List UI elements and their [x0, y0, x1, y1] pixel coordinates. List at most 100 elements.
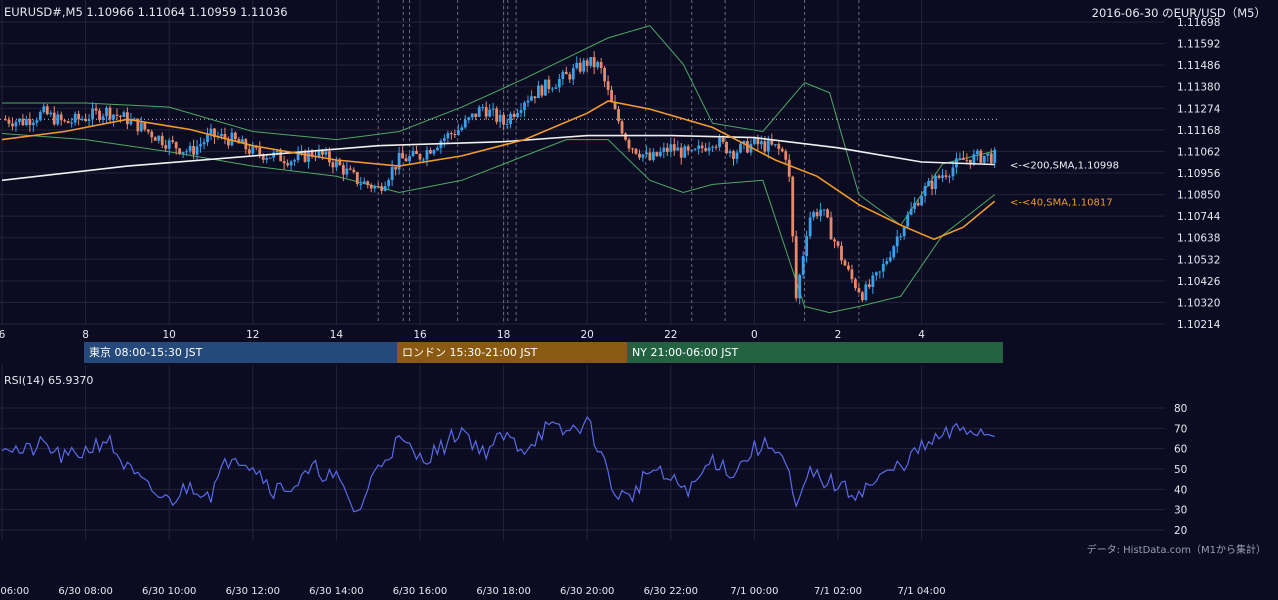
candle-body	[21, 118, 25, 126]
candle-body	[812, 212, 816, 218]
bollinger-lower-band	[1, 133, 996, 314]
rsi-title: RSI(14) 65.9370	[4, 374, 94, 387]
candle-body	[101, 116, 105, 120]
candle-body	[596, 61, 600, 68]
price-y-tick-label: 1.11062	[1177, 146, 1220, 158]
candle-body	[460, 127, 464, 131]
candle-body	[948, 176, 951, 178]
candle-body	[481, 107, 485, 109]
candle-body	[867, 284, 871, 288]
candle-body	[446, 133, 450, 139]
price-x-tick-label: 0	[751, 329, 758, 341]
candle-body	[303, 150, 307, 162]
candle-body	[669, 144, 673, 152]
candle-body	[491, 108, 495, 110]
candle-body	[63, 120, 67, 122]
candle-body	[70, 122, 74, 124]
candle-body	[627, 139, 631, 149]
candle-body	[279, 150, 283, 162]
candle-body	[408, 156, 411, 162]
candle-body	[143, 122, 147, 130]
candle-body	[352, 169, 356, 173]
candle-body	[700, 145, 704, 149]
sma40-label: <-<40,SMA,1.10817	[1010, 197, 1113, 208]
candle-body	[989, 153, 993, 163]
candle-body	[728, 151, 732, 154]
candle-body	[530, 96, 533, 101]
candle-body	[854, 279, 857, 289]
candle-body	[331, 162, 335, 168]
candle-body	[617, 109, 620, 122]
candle-body	[474, 113, 478, 117]
candle-body	[958, 157, 962, 159]
candle-body	[519, 110, 523, 113]
sma40-line	[1, 100, 996, 241]
candle-body	[14, 121, 18, 127]
candle-body	[672, 144, 676, 151]
candle-body	[477, 107, 481, 117]
candle-body	[415, 150, 418, 154]
candle-body	[425, 150, 429, 160]
candle-body	[648, 152, 652, 160]
chart-symbol-header: EURUSD#,M5 1.10966 1.11064 1.10959 1.110…	[4, 5, 288, 19]
candle-body	[676, 147, 680, 151]
candle-body	[509, 113, 512, 124]
candle-body	[157, 135, 161, 141]
candle-body	[150, 131, 154, 138]
date-axis-label: 6/30 16:00	[393, 586, 447, 597]
candle-body	[909, 208, 913, 215]
candle-body	[749, 143, 753, 153]
candle-body	[864, 284, 868, 301]
candle-body	[934, 175, 937, 190]
candle-body	[35, 120, 39, 123]
candle-body	[324, 151, 328, 155]
candle-body	[251, 146, 255, 154]
candle-body	[777, 144, 781, 149]
candle-body	[335, 160, 338, 168]
candle-body	[902, 226, 906, 237]
candle-body	[693, 148, 697, 150]
candle-body	[28, 119, 32, 126]
candle-body	[199, 144, 202, 147]
candle-body	[550, 88, 554, 90]
candle-body	[683, 146, 687, 158]
candle-body	[561, 71, 565, 80]
candle-body	[599, 61, 603, 68]
candle-body	[878, 271, 882, 273]
candle-body	[422, 159, 425, 161]
date-axis-label: 7/1 04:00	[898, 586, 946, 597]
price-y-tick-label: 1.11486	[1177, 60, 1221, 72]
candle-body	[139, 122, 143, 132]
candle-body	[732, 151, 735, 159]
candle-body	[87, 119, 91, 121]
candle-body	[962, 157, 965, 160]
price-y-tick-label: 1.10320	[1177, 297, 1220, 309]
price-y-tick-label: 1.11380	[1177, 82, 1220, 94]
price-y-tick-label: 1.11168	[1177, 125, 1220, 137]
candle-body	[105, 107, 108, 117]
candle-body	[718, 137, 721, 148]
candle-body	[112, 114, 115, 120]
candle-body	[815, 212, 819, 217]
candle-body	[759, 141, 763, 145]
candle-body	[18, 118, 21, 122]
candle-body	[185, 151, 189, 153]
candle-body	[195, 146, 199, 155]
date-axis-label: 6/30 18:00	[476, 586, 530, 597]
candle-body	[122, 112, 126, 118]
candle-body	[585, 60, 589, 66]
candle-body	[624, 133, 627, 140]
rsi-y-tick-label: 20	[1174, 525, 1187, 537]
candle-body	[982, 155, 986, 163]
data-source-credit: データ: HistData.com（M1から集計）	[1086, 545, 1266, 556]
candle-body	[188, 146, 192, 152]
candle-body	[805, 236, 809, 257]
candle-body	[620, 121, 624, 134]
price-grid	[0, 0, 1165, 540]
candle-body	[307, 151, 310, 162]
candle-body	[467, 117, 471, 121]
candle-body	[397, 152, 401, 170]
candle-body	[24, 119, 28, 126]
price-x-tick-label: 6	[0, 329, 6, 341]
price-y-tick-label: 1.11698	[1177, 17, 1220, 29]
